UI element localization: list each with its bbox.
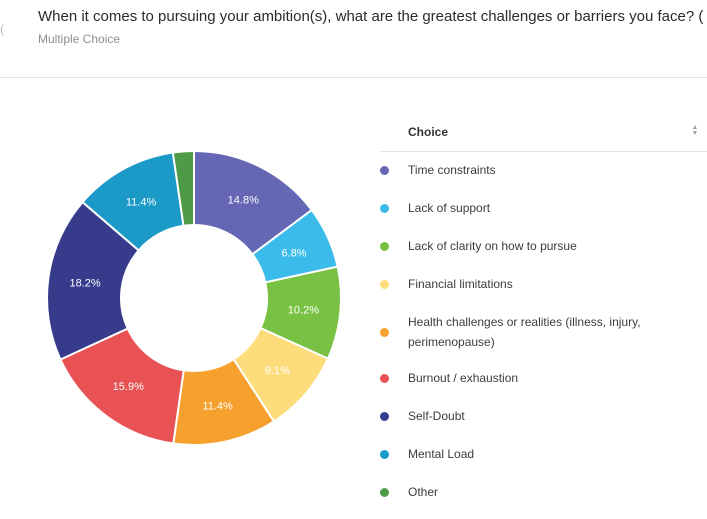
slice-data-label: 11.4%	[126, 197, 157, 209]
slice-data-label: 18.2%	[69, 278, 100, 290]
legend-swatch	[380, 328, 389, 337]
sort-icon[interactable]: ▲ ▼	[691, 124, 699, 137]
legend-label: Health challenges or realities (illness,…	[408, 315, 641, 349]
legend-swatch	[380, 374, 389, 383]
legend-label: Burnout / exhaustion	[408, 371, 519, 385]
slice-data-label: 15.9%	[113, 381, 144, 393]
slice-data-label: 10.2%	[288, 305, 319, 317]
slice-data-label: 11.4%	[202, 400, 233, 412]
legend-table: Choice ▲ ▼ Time constraints Lack of suppor…	[380, 115, 707, 499]
donut-slice-9[interactable]	[171, 149, 195, 227]
legend-swatch	[380, 412, 389, 421]
donut-chart: 14.8% 6.8% 10.2% 9.1% 11.4% 15.9% 18.2% 11.4%	[46, 149, 342, 446]
question-type: Multiple Choice	[38, 32, 121, 46]
legend-label: Other	[408, 485, 439, 499]
legend-swatch	[380, 242, 389, 251]
question-header: ( When it comes to pursuing your ambitio…	[0, 0, 707, 78]
legend-label: Mental Load	[408, 447, 475, 461]
question-title: When it comes to pursuing your ambition(…	[38, 8, 704, 25]
slice-data-label: 9.1%	[265, 365, 290, 377]
legend-label: Financial limitations	[408, 277, 513, 291]
donut-slice-7[interactable]	[46, 200, 141, 361]
edge-mark: (	[0, 22, 4, 36]
legend-swatch	[380, 280, 389, 289]
legend-swatch	[380, 450, 389, 459]
legend-swatch	[380, 488, 389, 497]
legend-label: Lack of support	[408, 201, 491, 215]
slice-data-label: 14.8%	[228, 195, 259, 207]
legend-label: Time constraints	[408, 163, 496, 177]
legend-swatch	[380, 166, 389, 175]
legend-header: Choice ▲ ▼	[380, 115, 707, 152]
slice-data-label: 6.8%	[282, 247, 307, 259]
legend-label: Self-Doubt	[408, 409, 465, 423]
legend-swatch	[380, 204, 389, 213]
legend-column-title: Choice	[408, 125, 449, 139]
legend-label: Lack of clarity on how to pursue	[408, 239, 577, 253]
